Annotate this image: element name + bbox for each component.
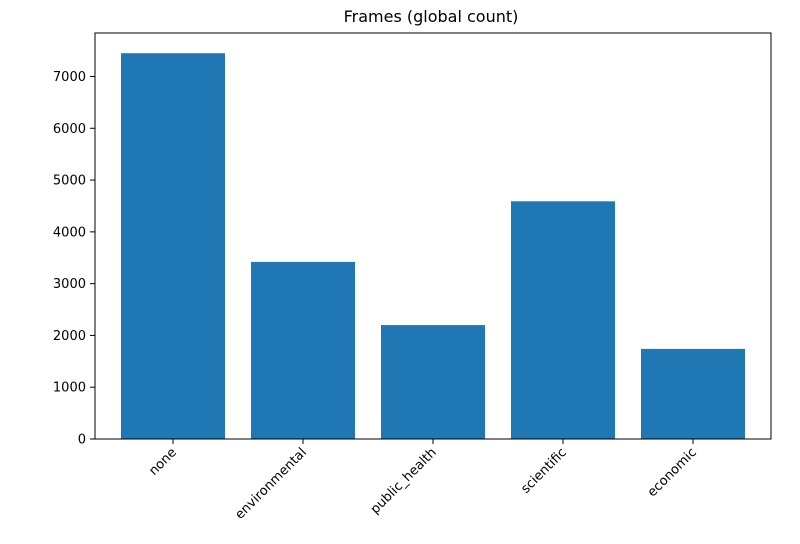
y-tick-label: 5000 — [53, 174, 86, 189]
x-axis: none environmental public_health scientific… — [146, 439, 700, 523]
x-tick-label: economic — [645, 445, 700, 500]
y-axis: 0 1000 2000 3000 4000 5000 6000 7000 — [53, 70, 95, 448]
bar-scientific — [511, 201, 615, 439]
x-tick-label: none — [146, 445, 180, 479]
bar-economic — [641, 348, 745, 439]
bar-none — [121, 53, 225, 439]
y-tick-label: 3000 — [53, 277, 86, 292]
y-tick-label: 2000 — [53, 329, 86, 344]
bars-layer — [121, 53, 745, 439]
x-tick-label: public_health — [368, 445, 440, 517]
bar-environmental — [251, 261, 355, 439]
chart-title: Frames (global count) — [344, 7, 519, 26]
y-tick-label: 4000 — [53, 225, 86, 240]
y-tick-label: 7000 — [53, 70, 86, 85]
y-tick-label: 0 — [78, 433, 86, 448]
y-tick-label: 6000 — [53, 122, 86, 137]
bar-public_health — [381, 325, 485, 439]
x-tick-label: environmental — [232, 445, 309, 522]
y-tick-label: 1000 — [53, 381, 86, 396]
x-tick-label: scientific — [518, 445, 569, 496]
